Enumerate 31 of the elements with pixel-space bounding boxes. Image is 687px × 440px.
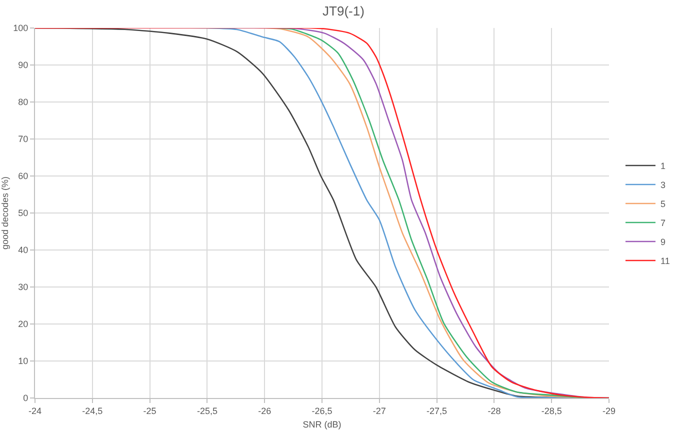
legend-label: 1 [660,161,666,172]
x-tick-label: -25 [143,406,156,416]
x-tick-label: -28,5 [541,406,562,416]
x-tick-label: -27 [372,406,386,416]
y-tick-label: 60 [18,171,28,182]
x-tick-label: -26,5 [312,406,332,416]
x-axis-title: SNR (dB) [302,420,342,430]
y-tick-label: 70 [18,134,28,144]
y-tick-label: 30 [18,282,28,292]
chart-title: JT9(-1) [322,4,364,19]
x-tick-label: -24 [28,406,42,416]
y-tick-label: 10 [18,356,28,366]
legend-label: 9 [660,237,666,248]
y-tick-label: 90 [18,60,28,70]
y-tick-label: 20 [18,319,28,330]
x-tick-label: -26 [258,406,272,416]
legend-label: 11 [660,256,670,266]
x-tick-label: -29 [602,406,616,416]
x-tick-label: -25,5 [196,406,218,416]
legend-label: 3 [660,180,666,190]
y-tick-label: 80 [18,97,28,108]
y-tick-label: 100 [13,23,28,34]
y-tick-label: 40 [18,245,28,256]
x-tick-label: -27,5 [426,406,448,416]
legend-label: 7 [660,218,666,228]
y-axis-title: good decodes (%) [0,176,10,250]
y-tick-label: 50 [18,208,28,218]
x-tick-label: -24,5 [82,406,103,416]
y-tick-label: 0 [23,393,28,404]
x-tick-label: -28 [488,406,501,416]
legend-label: 5 [660,199,666,210]
